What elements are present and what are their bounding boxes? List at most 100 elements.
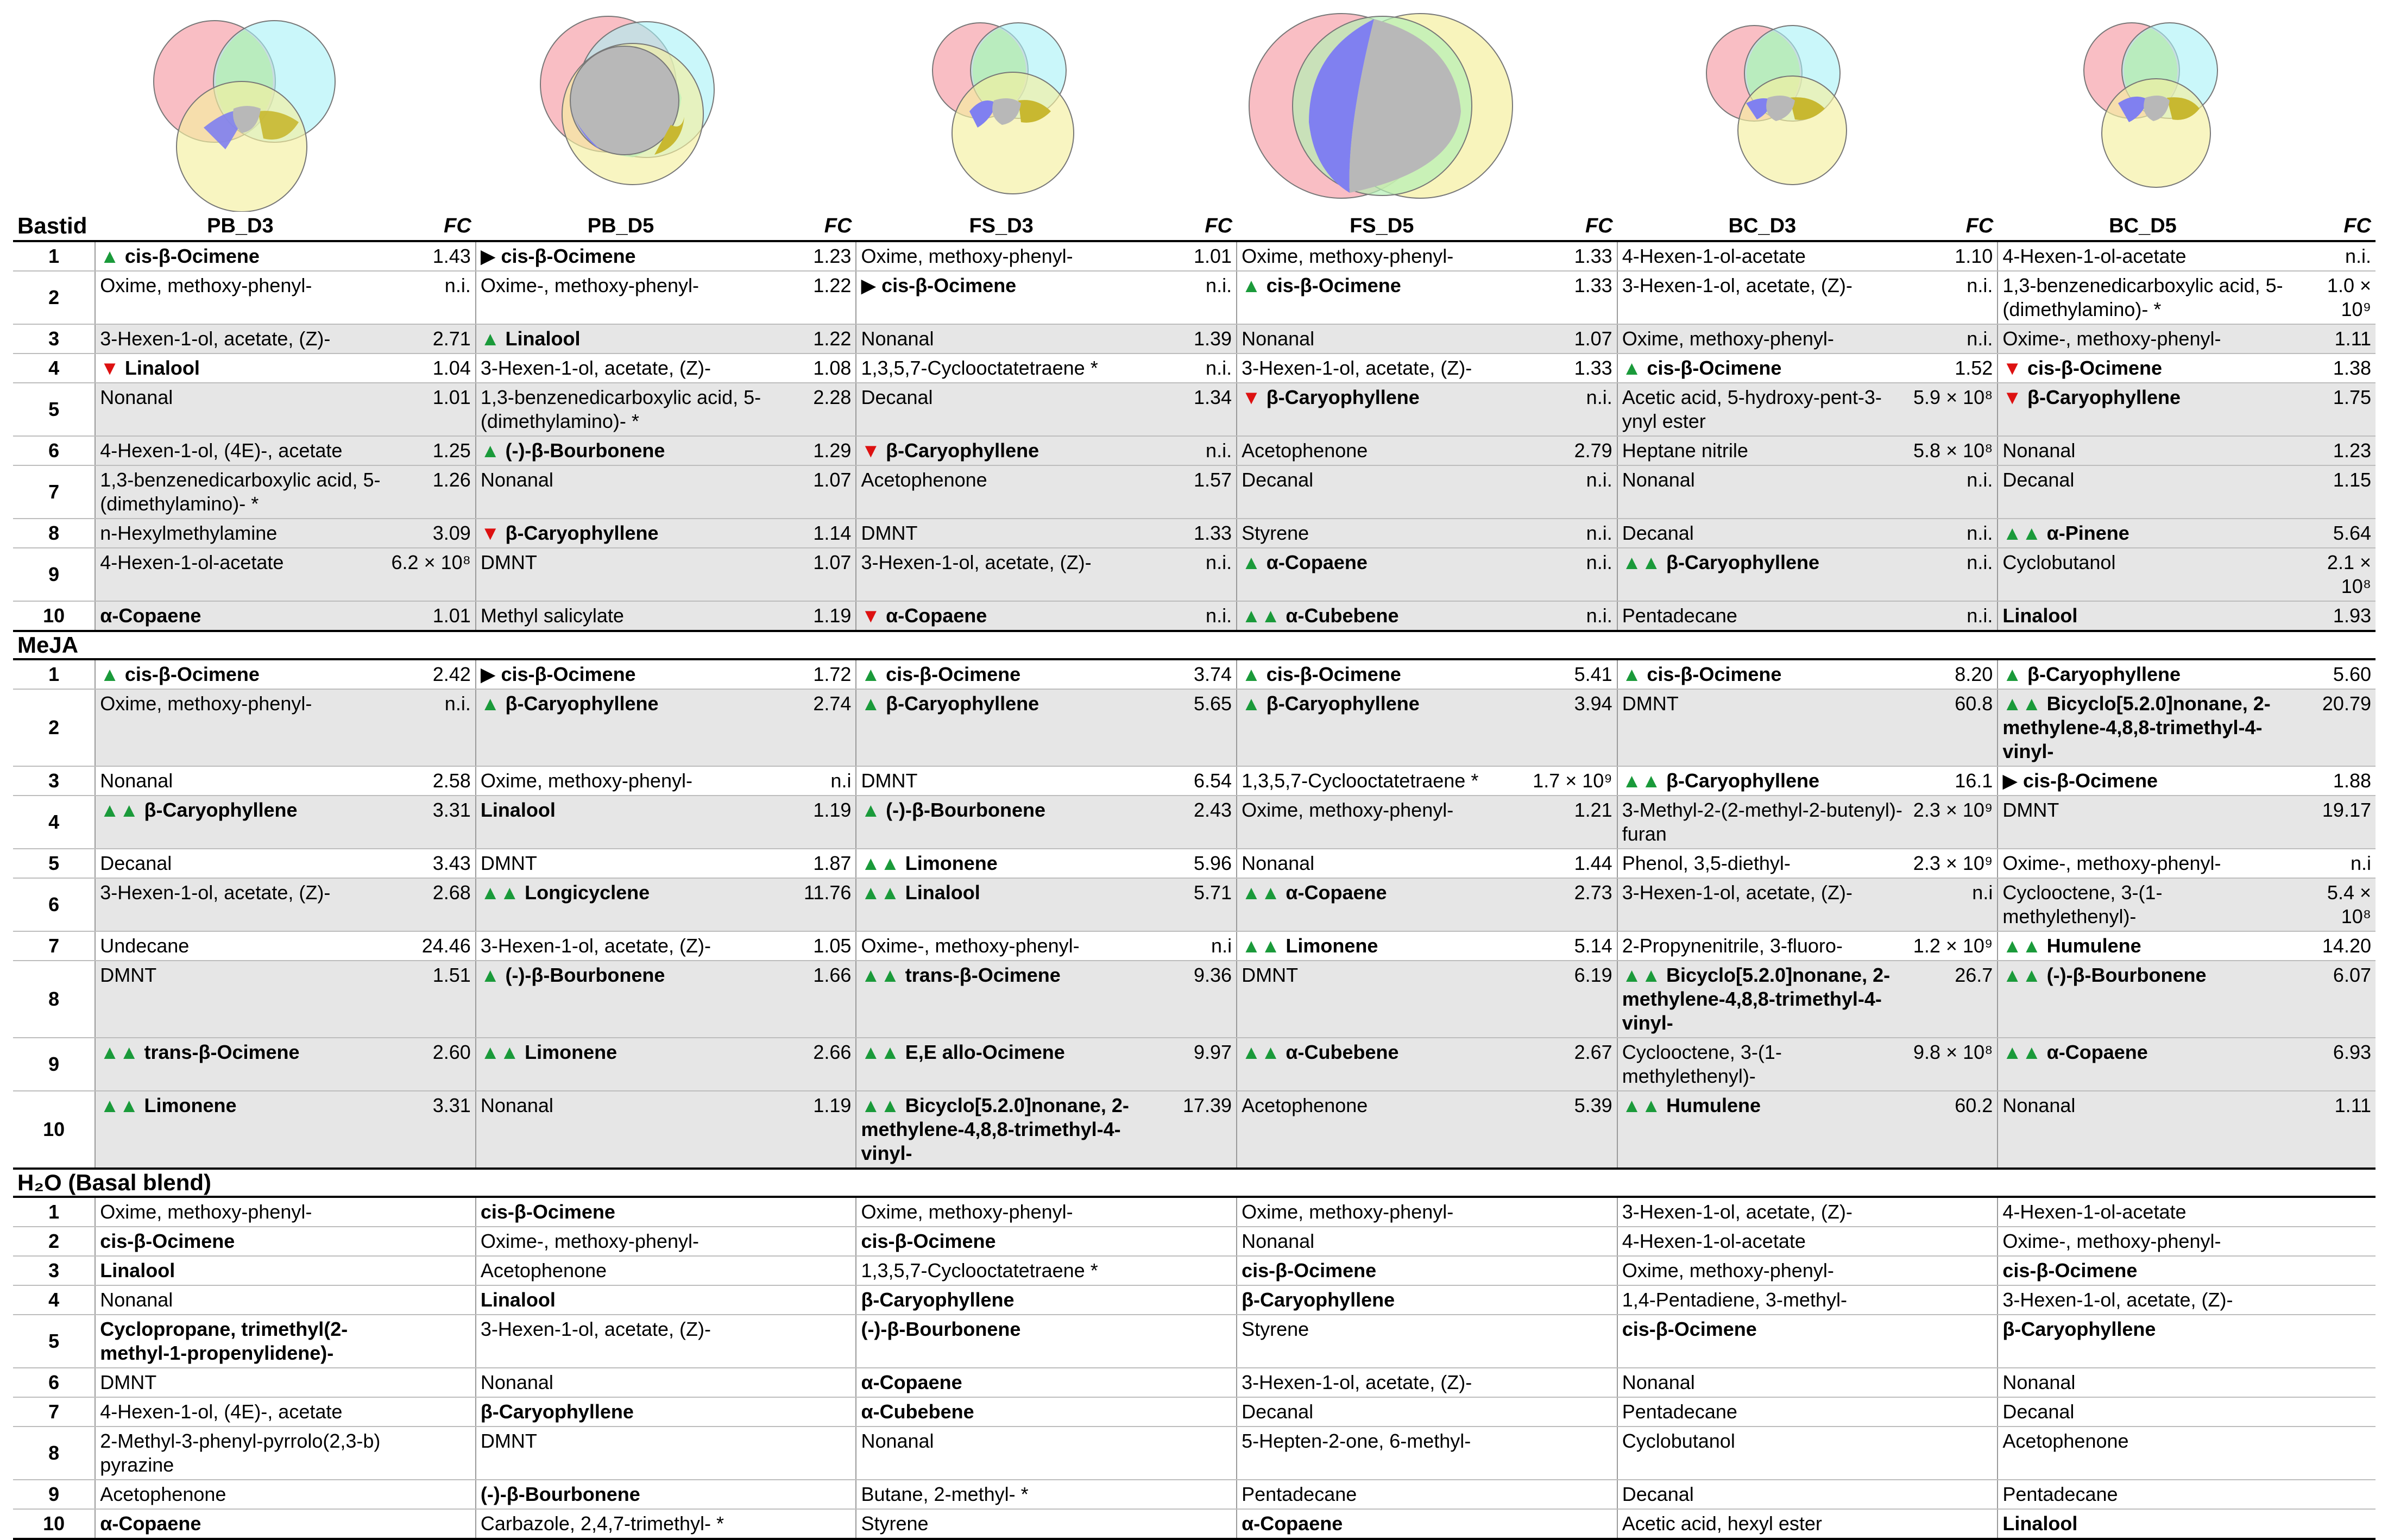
up-triangle-icon: ▲▲ — [861, 1041, 905, 1063]
compound-name: Carbazole, 2,4,7-trimethyl- * — [480, 1512, 724, 1535]
compound-cell: cis-β-Ocimene — [1997, 1256, 2288, 1286]
rank-cell: 7 — [13, 931, 96, 961]
compound-cell: Nonanal — [1997, 1091, 2288, 1169]
up-triangle-icon: ▲▲ — [100, 799, 144, 821]
fold-change-cell: 1.07 — [1527, 324, 1617, 354]
fold-change-cell: 1.29 — [766, 436, 856, 466]
compound-cell: Cyclopropane, trimethyl(2-methyl-1-prope… — [94, 1315, 386, 1368]
compound-cell: 2-Methyl-3-phenyl-pyrrolo(2,3-b) pyrazin… — [94, 1427, 386, 1480]
fold-change-cell: 3.31 — [385, 796, 476, 849]
compound-cell: 3-Hexen-1-ol, acetate, (Z)- — [1616, 878, 1907, 932]
fold-change-cell: 2.74 — [766, 689, 856, 767]
up-triangle-icon: ▲▲ — [2002, 964, 2047, 986]
fold-change-cell — [1527, 1285, 1617, 1315]
table-row: 4 Nonanal Linalool β-Caryophyllene β-Caryoph… — [13, 1285, 2376, 1315]
fold-change-cell: 9.36 — [1146, 961, 1237, 1038]
compound-cell: Pentadecane — [1236, 1480, 1527, 1510]
compound-cell: cis-β-Ocimene — [94, 1227, 386, 1257]
table-row: 3 Linalool Acetophenone 1,3,5,7-Cyclooctate… — [13, 1256, 2376, 1286]
fold-change-cell — [1907, 1197, 1998, 1227]
compound-name: Cyclobutanol — [2002, 551, 2116, 573]
compound-cell: Oxime, methoxy-phenyl- — [855, 241, 1146, 272]
compound-name: 3-Hexen-1-ol, acetate, (Z)- — [100, 881, 331, 904]
compound-cell: ▲▲ Bicyclo[5.2.0]nonane, 2-methylene-4,8… — [1616, 961, 1907, 1038]
compound-cell: Cyclooctene, 3-(1-methylethenyl)- — [1997, 878, 2288, 932]
compound-name: Nonanal — [2002, 1371, 2076, 1393]
compound-cell: ▲▲ (-)-β-Bourbonene — [1997, 961, 2288, 1038]
compound-cell: Linalool — [475, 796, 766, 849]
table-row: 9 Acetophenone (-)-β-Bourbonene Butane, 2-m… — [13, 1480, 2376, 1510]
compound-cell: 3-Hexen-1-ol, acetate, (Z)- — [855, 548, 1146, 602]
compound-name: Oxime, methoxy-phenyl- — [100, 692, 312, 715]
fold-change-cell: n.i. — [1146, 271, 1237, 325]
compound-name: Oxime-, methoxy-phenyl- — [2002, 327, 2221, 350]
compound-name: Cyclooctene, 3-(1-methylethenyl)- — [1622, 1041, 1782, 1087]
up-triangle-icon: ▲▲ — [1242, 935, 1286, 957]
up-triangle-icon: ▲ — [480, 439, 506, 462]
compound-cell: 4-Hexen-1-ol, (4E)-, acetate — [94, 1397, 386, 1427]
compound-name: trans-β-Ocimene — [905, 964, 1061, 986]
compound-name: Oxime, methoxy-phenyl- — [1242, 1201, 1454, 1223]
table-row: 5 Nonanal 1.01 1,3-benzenedicarboxylic acid… — [13, 383, 2376, 437]
table-row: 7 4-Hexen-1-ol, (4E)-, acetate β-Caryophyl… — [13, 1397, 2376, 1427]
rank-cell: 2 — [13, 1227, 96, 1257]
fold-change-cell — [385, 1368, 476, 1398]
compound-cell: ▲ β-Caryophyllene — [855, 689, 1146, 767]
compound-cell: 3-Hexen-1-ol, acetate, (Z)- — [1616, 271, 1907, 325]
compound-cell: ▲▲ β-Caryophyllene — [1616, 548, 1907, 602]
up-triangle-icon: ▲ — [861, 692, 886, 715]
compound-name: α-Copaene — [861, 1371, 962, 1393]
compound-cell: ▲ β-Caryophyllene — [1236, 689, 1527, 767]
compound-cell: Linalool — [1997, 601, 2288, 632]
compound-cell: Styrene — [1236, 519, 1527, 548]
fold-change-cell — [766, 1256, 856, 1286]
compound-cell: 1,3,5,7-Cyclooctatetraene * — [855, 1256, 1146, 1286]
compound-name: Oxime-, methoxy-phenyl- — [861, 935, 1080, 957]
compound-name: cis-β-Ocimene — [1242, 1259, 1377, 1282]
compound-cell: α-Copaene — [1236, 1509, 1527, 1540]
fold-change-cell: 1.15 — [2288, 465, 2376, 519]
fold-change-cell: 1.87 — [766, 849, 856, 879]
fold-change-cell — [1527, 1227, 1617, 1257]
rank-cell: 7 — [13, 1397, 96, 1427]
fold-change-cell: 1.11 — [2288, 1091, 2376, 1169]
rank-cell: 1 — [13, 1197, 96, 1227]
fold-change-cell — [1146, 1368, 1237, 1398]
fold-change-cell — [385, 1509, 476, 1540]
compound-cell: Pentadecane — [1616, 1397, 1907, 1427]
right-triangle-icon: ▶ — [480, 245, 501, 267]
fold-change-cell: 1.72 — [766, 659, 856, 690]
down-triangle-icon: ▼ — [480, 522, 506, 544]
rank-cell: 1 — [13, 659, 96, 690]
compound-name: 4-Hexen-1-ol, (4E)-, acetate — [100, 1400, 343, 1423]
compound-name: 3-Methyl-2-(2-methyl-2-butenyl)-furan — [1622, 799, 1902, 845]
fold-change-cell: 1.0 × 10⁹ — [2288, 271, 2376, 325]
compound-name: Decanal — [1622, 522, 1694, 544]
compound-cell: 3-Hexen-1-ol, acetate, (Z)- — [1236, 1368, 1527, 1398]
fold-change-cell: 3.94 — [1527, 689, 1617, 767]
fold-change-cell — [766, 1427, 856, 1480]
compound-name: Decanal — [100, 852, 172, 874]
fold-change-cell: 2.58 — [385, 766, 476, 796]
compound-name: 3-Hexen-1-ol, acetate, (Z)- — [1622, 1201, 1853, 1223]
col-header-bc-d5: BC_D5 — [1998, 212, 2288, 242]
fold-change-cell: 2.1 × 10⁸ — [2288, 548, 2376, 602]
compound-cell: ▲ cis-β-Ocimene — [1236, 659, 1527, 690]
compound-name: Decanal — [2002, 1400, 2075, 1423]
compound-name: β-Caryophyllene — [1266, 692, 1420, 715]
compound-cell: ▲ (-)-β-Bourbonene — [855, 796, 1146, 849]
compound-cell: ▲ cis-β-Ocimene — [1236, 271, 1527, 325]
compound-cell: 3-Hexen-1-ol, acetate, (Z)- — [475, 354, 766, 383]
compound-name: Cyclooctene, 3-(1-methylethenyl)- — [2002, 881, 2163, 927]
compound-cell: ▲▲ Humulene — [1997, 931, 2288, 961]
compound-name: Nonanal — [861, 1430, 934, 1452]
rank-cell: 8 — [13, 1427, 96, 1480]
compound-name: Oxime, methoxy-phenyl- — [1242, 799, 1454, 821]
compound-name: Oxime, methoxy-phenyl- — [861, 1201, 1073, 1223]
compound-cell: ▲ α-Copaene — [1236, 548, 1527, 602]
up-triangle-icon: ▲▲ — [100, 1094, 144, 1116]
rank-cell: 9 — [13, 1038, 96, 1091]
table-row: 2 cis-β-Ocimene Oxime-, methoxy-phenyl-cis… — [13, 1227, 2376, 1257]
fold-change-cell: 17.39 — [1146, 1091, 1237, 1169]
fold-change-cell: 2.60 — [385, 1038, 476, 1091]
